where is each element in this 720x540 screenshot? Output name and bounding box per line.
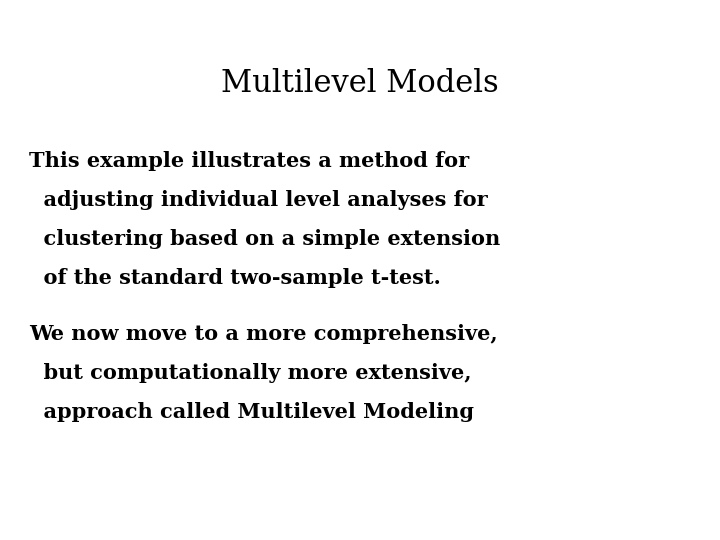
Text: Multilevel Models: Multilevel Models	[221, 68, 499, 99]
Text: This example illustrates a method for: This example illustrates a method for	[29, 151, 469, 171]
Text: clustering based on a simple extension: clustering based on a simple extension	[29, 229, 500, 249]
Text: adjusting individual level analyses for: adjusting individual level analyses for	[29, 190, 487, 210]
Text: of the standard two-sample t-test.: of the standard two-sample t-test.	[29, 268, 441, 288]
Text: We now move to a more comprehensive,: We now move to a more comprehensive,	[29, 324, 498, 344]
Text: but computationally more extensive,: but computationally more extensive,	[29, 363, 472, 383]
Text: approach called Multilevel Modeling: approach called Multilevel Modeling	[29, 402, 474, 422]
